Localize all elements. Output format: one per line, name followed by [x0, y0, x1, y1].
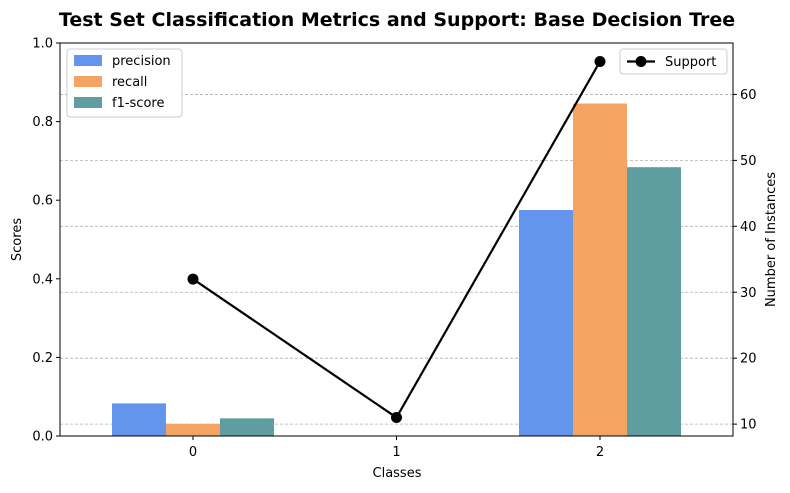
y-tick-label: 1.0 — [32, 37, 53, 52]
y2-tick-label: 50 — [740, 154, 757, 169]
y-tick-label: 0.0 — [32, 430, 53, 445]
bar-precision-class-2 — [519, 210, 573, 436]
y2-tick-label: 60 — [740, 88, 757, 103]
legend-support-marker — [635, 56, 647, 67]
legend-support: Support — [619, 48, 728, 75]
legend-swatch-recall — [74, 76, 102, 87]
x-tick-label: 0 — [189, 445, 197, 460]
y2-tick-label: 30 — [740, 286, 757, 301]
legend-metrics: precision recall f1-score — [66, 48, 183, 118]
legend-swatch-precision — [74, 55, 102, 66]
support-point-class-2 — [594, 55, 606, 67]
y2-axis-label: Number of Instances — [764, 172, 779, 307]
legend-swatch-f1-score — [74, 97, 102, 108]
chart-title: Test Set Classification Metrics and Supp… — [59, 9, 735, 31]
legend-label-recall: recall — [112, 75, 147, 90]
legend-label-precision: precision — [112, 54, 171, 69]
support-line-layer — [187, 55, 606, 424]
bar-precision-class-0 — [112, 403, 166, 436]
x-axis-label: Classes — [373, 466, 422, 481]
y-tick-label: 0.6 — [32, 194, 53, 209]
right-axis: 10 20 30 40 50 60 — [733, 88, 757, 433]
legend-support-box — [619, 48, 728, 75]
y2-tick-label: 20 — [740, 352, 757, 367]
x-axis: 0 1 2 — [189, 436, 604, 460]
x-tick-label: 1 — [392, 445, 400, 460]
bar-recall-class-0 — [166, 423, 220, 436]
left-axis: 0.0 0.2 0.4 0.6 0.8 1.0 — [32, 37, 60, 445]
bars-layer — [112, 103, 681, 437]
y-tick-label: 0.4 — [32, 272, 53, 287]
support-point-class-1 — [391, 412, 402, 424]
legend-label-f1-score: f1-score — [112, 96, 164, 111]
bar-f1-score-class-0 — [220, 418, 274, 436]
bar-f1-score-class-2 — [627, 167, 681, 437]
y2-tick-label: 40 — [740, 220, 757, 235]
bar-recall-class-2 — [573, 103, 627, 436]
y-tick-label: 0.8 — [32, 115, 53, 130]
y2-tick-label: 10 — [740, 418, 757, 433]
x-tick-label: 2 — [596, 445, 604, 460]
y-tick-label: 0.2 — [32, 351, 53, 366]
support-point-class-0 — [187, 273, 199, 285]
y-axis-label: Scores — [10, 218, 25, 261]
legend-label-support: Support — [665, 55, 716, 70]
